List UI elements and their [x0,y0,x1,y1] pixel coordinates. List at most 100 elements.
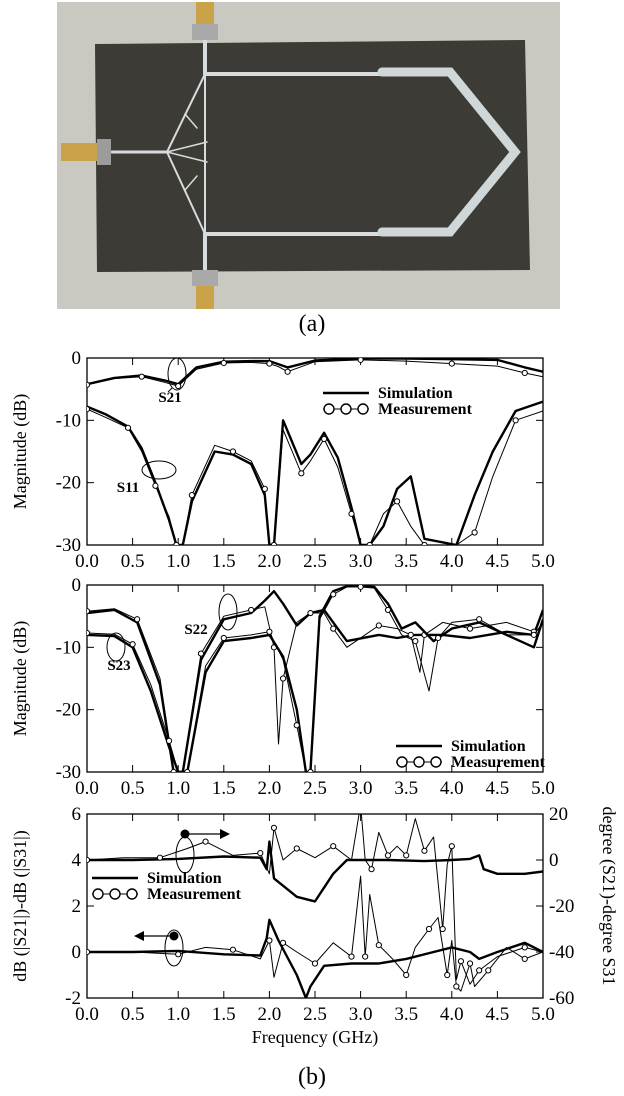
measurement-marker [87,856,91,864]
measurement-marker [330,625,337,632]
x-tick-label: 1.5 [212,551,236,572]
measurement-marker [384,606,392,614]
x-tick-label: 0.0 [75,778,99,799]
series-phase-measurement [87,814,543,985]
measurement-marker [307,768,314,772]
measurement-marker [471,529,478,536]
x-tick-label: 1.5 [212,1004,236,1025]
measurement-marker [448,843,455,850]
measurement-marker [298,470,305,477]
y-tick-label: 6 [72,804,82,825]
x-tick-label: 2.0 [258,778,282,799]
measurement-marker [330,591,337,598]
x-tick-label: 4.5 [486,1004,510,1025]
measurement-marker [129,641,136,648]
y-right-tick-label: 20 [549,804,568,825]
measurement-marker [375,622,382,629]
measurement-marker [124,424,132,431]
legend-measurement-marker [413,756,425,768]
legend-measurement-marker [340,403,352,415]
measurement-marker [266,628,273,635]
x-tick-label: 0.5 [121,778,145,799]
x-tick-label: 3.5 [394,1004,418,1025]
measurement-marker [220,359,227,367]
legend-measurement-marker [126,888,138,900]
measurement-marker [476,967,483,974]
annotation-ellipse [141,460,177,480]
legend-measurement-marker [430,756,442,768]
measurement-marker [512,417,519,424]
measurement-marker [266,937,273,944]
measurement-marker [448,360,455,367]
series-S23-measurement [87,586,543,772]
measurement-marker [261,485,268,492]
measurement-marker [311,960,319,967]
y-tick-label: -30 [56,762,81,783]
legend-measurement-marker [396,756,408,768]
y-axis-label: Magnitude (dB) [10,394,31,509]
legend-measurement-marker [323,403,335,415]
series-phase-simulation [87,840,543,903]
panel-1: 0.0 0.5 1.0 1.5 2.0 2.5 3.0 3.5 4.0 4.5 5.0 0 -10 -20… [10,348,555,572]
x-tick-label: 2.5 [303,1004,327,1025]
legend-simulation-label: Simulation [147,870,222,887]
amplitude-ellipse [164,929,184,967]
x-tick-label: 3.0 [349,551,373,572]
measurement-marker [188,492,195,499]
series-S11-measurement [87,408,543,545]
annotation-s23: S23 [107,658,130,674]
phase-arrowhead [220,829,230,839]
measurement-marker [170,768,177,772]
measurement-marker [485,967,492,974]
caption-a: (a) [298,311,326,337]
annotation-ellipse [106,632,126,662]
measurement-marker [175,382,182,390]
x-tick-label: 1.0 [166,778,190,799]
x-tick-label: 3.0 [349,1004,373,1025]
measurement-marker [293,722,300,729]
series-amplitude-simulation [87,918,543,998]
measurement-marker [87,406,91,413]
legend-simulation-label: Simulation [451,738,526,755]
y-tick-label: -20 [56,473,81,494]
measurement-marker [279,675,287,682]
measurement-marker [279,939,287,946]
measurement-marker [257,850,264,857]
series-S21-simulation [87,358,543,386]
measurement-marker [403,852,410,859]
x-tick-label: 4.0 [440,1004,464,1025]
series-group [87,585,543,772]
legend-measurement-label: Measurement [451,754,546,771]
measurement-marker [184,768,191,772]
measurement-marker [393,498,401,505]
measurement-marker [444,971,451,979]
y-right-tick-label: -20 [549,896,574,917]
y-tick-label: -10 [56,637,81,658]
x-tick-label: 2.0 [258,1004,282,1025]
x-tick-label: 1.5 [212,778,236,799]
panel-2: 0.0 0.5 1.0 1.5 2.0 2.5 3.0 3.5 4.0 4.5 5.0 0 -10 -20… [10,575,555,799]
s-parameter-plots: 0.0 0.5 1.0 1.5 2.0 2.5 3.0 3.5 4.0 4.5 5.0 0 -10 -20… [0,340,624,1064]
measurement-marker [421,541,428,545]
measurement-marker [521,369,528,377]
substrate [95,40,530,272]
measurement-marker [134,616,141,623]
plot-frame [86,813,544,999]
y-tick-label: -30 [56,535,81,556]
measurement-marker [197,650,205,657]
measurement-marker [248,606,255,614]
plot-frame [86,357,544,546]
x-tick-label: 2.5 [303,778,327,799]
measurement-marker [156,854,164,861]
measurement-marker [266,360,273,367]
y-axis-label: Magnitude (dB) [10,621,31,736]
measurement-marker [175,951,182,958]
circuit-photo-drawing [57,2,560,309]
legend-measurement-marker [357,403,369,415]
y-tick-label: 2 [72,896,82,917]
measurement-marker [87,381,91,388]
legend-measurement-label: Measurement [378,401,473,418]
y-tick-label: 4 [72,850,82,871]
x-tick-label: 1.0 [166,1004,190,1025]
measurement-marker [421,847,428,854]
